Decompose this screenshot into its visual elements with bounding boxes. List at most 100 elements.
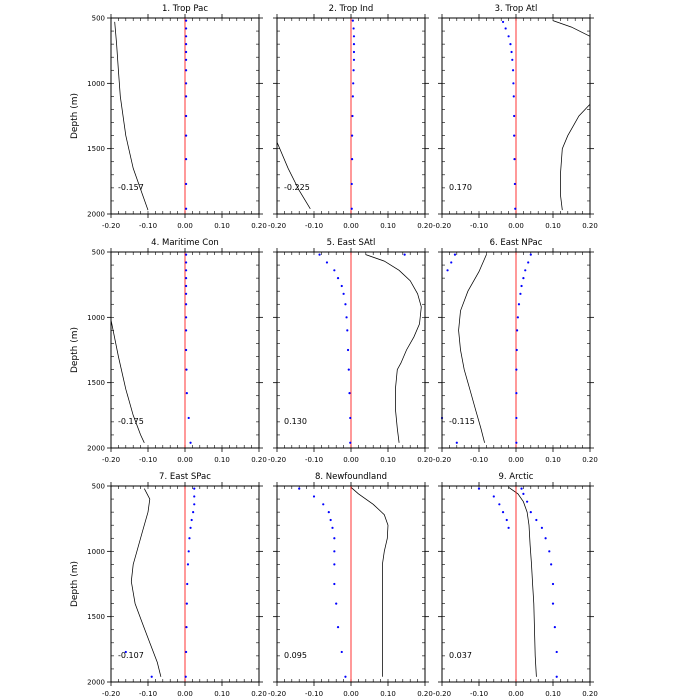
y-tick-label: 1500 <box>87 613 105 621</box>
correlation-value: -0.107 <box>118 651 144 660</box>
panel-3: 3. Trop Atl -0.20 -0.10 0.00 0.10 0.20 0.170 <box>433 4 598 230</box>
profile-line <box>458 254 487 443</box>
panel-title: 4. Maritime Con <box>151 238 219 248</box>
data-point <box>335 602 338 605</box>
x-tick-label: 0.00 <box>343 222 359 230</box>
x-tick-label: -0.10 <box>470 222 488 230</box>
data-point <box>150 675 153 678</box>
data-point <box>551 602 555 605</box>
data-point <box>185 114 188 118</box>
data-point <box>555 675 558 678</box>
correlation-value: -0.175 <box>118 417 144 426</box>
data-point <box>185 368 188 371</box>
data-point <box>544 537 547 540</box>
data-point <box>186 582 189 586</box>
y-tick-label: 1000 <box>87 314 105 322</box>
panel-frame <box>276 485 426 683</box>
data-point <box>340 650 343 654</box>
data-point <box>513 114 516 118</box>
data-point <box>351 19 354 22</box>
data-point <box>352 69 355 72</box>
data-point <box>527 261 530 264</box>
x-tick-label: 0.10 <box>545 690 561 698</box>
panel-frame <box>441 17 591 215</box>
data-point <box>512 82 515 85</box>
data-point <box>455 441 458 444</box>
profile-line <box>365 254 422 443</box>
profile-line <box>560 103 591 211</box>
correlation-value: -0.225 <box>284 183 310 192</box>
data-point <box>350 207 353 210</box>
panel-frame <box>276 251 426 449</box>
x-tick-label: -0.10 <box>470 690 488 698</box>
data-point <box>515 416 518 420</box>
profile-line <box>130 488 162 677</box>
panel-title: 1. Trop Pac <box>162 4 208 14</box>
data-point <box>185 392 188 395</box>
data-point <box>333 537 336 540</box>
data-point <box>333 550 336 553</box>
x-tick-label: -0.20 <box>433 456 451 464</box>
y-axis-label: Depth (m) <box>70 93 80 139</box>
data-point <box>185 134 188 137</box>
data-point <box>192 511 195 514</box>
x-tick-label: 0.10 <box>380 690 396 698</box>
data-point <box>516 316 519 319</box>
data-point <box>322 503 325 506</box>
data-point <box>522 492 525 495</box>
data-point <box>403 253 406 256</box>
y-tick-label: 1500 <box>87 379 105 387</box>
data-point <box>329 518 332 522</box>
data-point <box>193 495 196 498</box>
data-point <box>553 626 556 629</box>
y-tick-label: 500 <box>92 15 105 23</box>
panel-title: 3. Trop Atl <box>495 4 538 14</box>
data-point <box>185 19 188 22</box>
correlation-value: 0.170 <box>449 183 472 192</box>
profile-line <box>350 487 389 677</box>
x-tick-label: 0.00 <box>343 456 359 464</box>
data-point <box>185 50 188 54</box>
x-tick-label: 0.00 <box>508 690 524 698</box>
panel-frame <box>110 251 260 449</box>
data-point <box>352 82 355 85</box>
x-tick-label: 0.20 <box>251 690 267 698</box>
data-point <box>185 261 188 264</box>
data-point <box>336 626 340 629</box>
data-point <box>520 487 523 490</box>
x-tick-label: 0.10 <box>214 456 230 464</box>
correlation-value: -0.157 <box>118 183 144 192</box>
data-point <box>344 675 347 678</box>
data-point <box>351 95 354 98</box>
data-point <box>185 277 188 280</box>
data-point <box>349 441 352 444</box>
y-tick-label: 1500 <box>87 145 105 153</box>
data-point <box>515 348 518 352</box>
data-point <box>511 69 515 72</box>
panel-6: 6. East NPac -0.20 -0.10 0.00 0.10 0.20 -0.115 <box>433 238 598 464</box>
data-point <box>515 441 518 444</box>
x-tick-label: 0.20 <box>251 456 267 464</box>
correlation-value: 0.037 <box>449 651 472 660</box>
data-point <box>190 518 193 522</box>
data-point <box>124 650 127 654</box>
y-tick-label: 500 <box>92 483 105 491</box>
data-point <box>498 503 501 506</box>
data-point <box>513 158 516 161</box>
panel-title: 2. Trop Ind <box>329 4 374 14</box>
data-point <box>185 69 188 72</box>
panel-frame <box>110 17 260 215</box>
data-point <box>446 269 449 272</box>
y-tick-label: 1000 <box>87 548 105 556</box>
data-point <box>529 511 532 514</box>
x-tick-label: 0.00 <box>177 222 193 230</box>
data-point <box>346 348 350 352</box>
data-point <box>185 602 188 605</box>
data-point <box>550 563 553 566</box>
data-point <box>501 511 505 514</box>
x-tick-label: 0.10 <box>214 222 230 230</box>
x-tick-label: 0.20 <box>582 690 598 698</box>
data-point <box>344 303 347 306</box>
data-point <box>510 50 513 54</box>
panel-8: 8. Newfoundland -0.20 -0.10 0.00 0.10 0.20 0.0… <box>268 472 433 698</box>
